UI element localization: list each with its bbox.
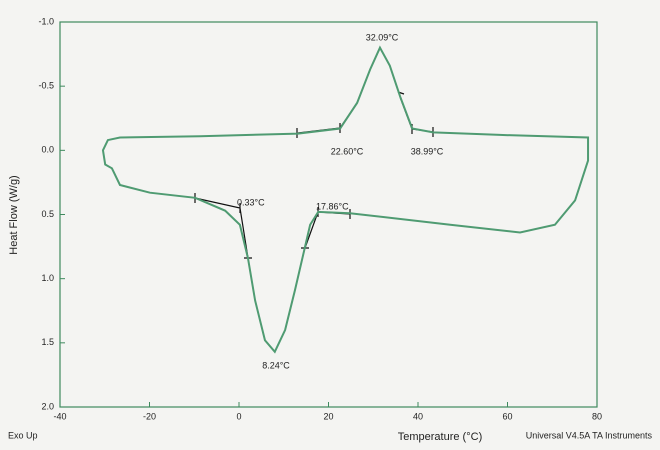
y-tick-label: 1.0 bbox=[41, 273, 54, 283]
annotation: 17.86°C bbox=[316, 201, 349, 211]
y-tick-label: 2.0 bbox=[41, 401, 54, 411]
x-tick-label: 0 bbox=[236, 411, 241, 421]
x-tick-label: 40 bbox=[413, 411, 423, 421]
y-tick-label: 0.0 bbox=[41, 145, 54, 155]
x-tick-label: -20 bbox=[143, 411, 156, 421]
x-tick-label: -40 bbox=[53, 411, 66, 421]
annotation: 38.99°C bbox=[411, 146, 444, 156]
y-tick-label: -0.5 bbox=[38, 81, 54, 91]
corner-note: Exo Up bbox=[8, 430, 38, 440]
annotation: 8.24°C bbox=[262, 360, 290, 370]
x-tick-label: 20 bbox=[323, 411, 333, 421]
y-tick-label: -1.0 bbox=[38, 16, 54, 26]
annotation: 32.09°C bbox=[366, 32, 399, 42]
y-tick-label: 1.5 bbox=[41, 337, 54, 347]
y-tick-label: 0.5 bbox=[41, 209, 54, 219]
data-line bbox=[101, 45, 590, 354]
annotation: 0.33°C bbox=[237, 197, 265, 207]
x-axis-title: Temperature (°C) bbox=[398, 431, 482, 443]
y-axis-title: Heat Flow (W/g) bbox=[8, 175, 20, 254]
corner-note: Universal V4.5A TA Instruments bbox=[526, 430, 653, 440]
annotation: 22.60°C bbox=[331, 146, 364, 156]
x-tick-label: 80 bbox=[592, 411, 602, 421]
x-tick-label: 60 bbox=[502, 411, 512, 421]
